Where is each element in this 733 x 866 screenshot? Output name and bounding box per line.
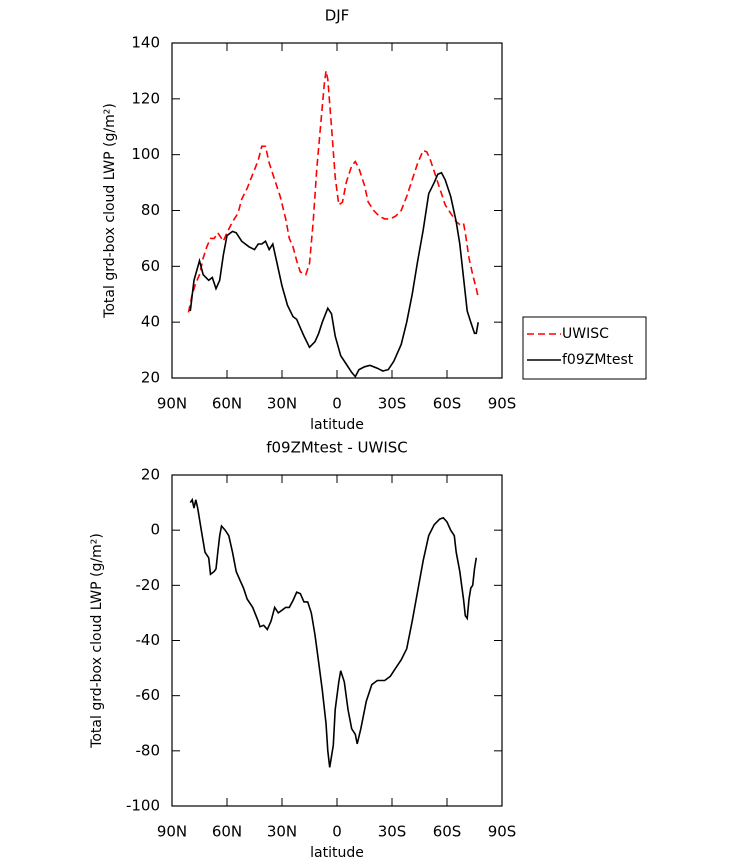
x-tick-label: 60S — [433, 823, 462, 841]
y-tick-label: -60 — [136, 686, 161, 704]
y-tick-label: 20 — [141, 369, 160, 387]
y-tick-label: 100 — [131, 145, 160, 163]
data-line — [189, 171, 479, 379]
x-tick-label: 90N — [157, 395, 187, 413]
y-tick-label: 40 — [141, 313, 160, 331]
plot-frame — [171, 474, 503, 807]
x-tick-label: 30N — [267, 823, 297, 841]
x-axis-label: latitude — [310, 845, 364, 861]
y-axis-label: Total grd-box cloud LWP (g/m²) — [102, 103, 118, 319]
x-tick-label: 90S — [488, 395, 517, 413]
x-axis-label: latitude — [310, 417, 364, 433]
y-tick-label: 0 — [150, 521, 160, 539]
x-tick-label: 30S — [378, 395, 407, 413]
x-tick-label: 30N — [267, 395, 297, 413]
x-tick-label: 0 — [332, 395, 342, 413]
data-line — [189, 497, 478, 768]
x-tick-label: 90N — [157, 823, 187, 841]
x-tick-label: 30S — [378, 823, 407, 841]
data-line — [187, 70, 479, 313]
legend-label: UWISC — [562, 326, 609, 342]
y-tick-label: 60 — [141, 257, 160, 275]
legend-label: f09ZMtest — [562, 352, 634, 368]
y-tick-label: 80 — [141, 201, 160, 219]
y-tick-label: -40 — [136, 631, 161, 649]
x-tick-label: 60N — [212, 395, 242, 413]
x-tick-label: 0 — [332, 823, 342, 841]
legend-box — [522, 316, 647, 380]
y-tick-label: -100 — [126, 797, 160, 815]
x-tick-label: 90S — [488, 823, 517, 841]
chart-title: f09ZMtest - UWISC — [266, 439, 408, 457]
y-tick-label: 140 — [131, 34, 160, 52]
chart-title: DJF — [325, 7, 350, 25]
y-tick-label: -80 — [136, 741, 161, 759]
y-tick-label: -20 — [136, 576, 161, 594]
y-axis-label: Total grd-box cloud LWP (g/m²) — [89, 533, 105, 749]
x-tick-label: 60N — [212, 823, 242, 841]
x-tick-label: 60S — [433, 395, 462, 413]
y-tick-label: 120 — [131, 89, 160, 107]
y-tick-label: 20 — [141, 466, 160, 484]
plot-frame — [171, 42, 503, 379]
